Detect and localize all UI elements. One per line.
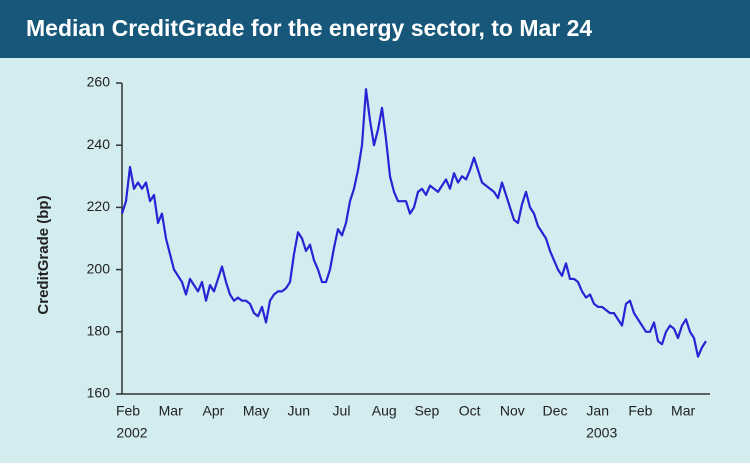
y-tick-label: 260	[87, 74, 111, 90]
x-tick-label: Jul	[333, 403, 351, 419]
x-tick-label: Apr	[203, 403, 225, 419]
x-year-label: 2002	[116, 425, 147, 441]
chart-title: Median CreditGrade for the energy sector…	[26, 15, 592, 41]
y-tick-label: 220	[87, 198, 111, 214]
y-tick-label: 240	[87, 136, 111, 152]
x-tick-label: Mar	[671, 403, 695, 419]
data-line	[120, 88, 707, 358]
x-tick-label: Mar	[159, 403, 183, 419]
x-tick-label: Oct	[459, 403, 481, 419]
x-tick-label: Jun	[288, 403, 311, 419]
x-tick-label: May	[243, 403, 269, 419]
x-tick-label: Dec	[543, 403, 568, 419]
x-tick-label: Jan	[586, 403, 609, 419]
x-tick-label: Feb	[116, 403, 140, 419]
y-tick-label: 160	[87, 385, 111, 401]
y-tick-label: 200	[87, 260, 111, 276]
x-year-label: 2003	[586, 425, 617, 441]
y-tick-label: 180	[87, 323, 111, 339]
title-banner	[0, 0, 750, 58]
x-tick-label: Sep	[414, 403, 439, 419]
x-tick-label: Nov	[500, 403, 525, 419]
x-tick-label: Feb	[628, 403, 652, 419]
x-tick-label: Aug	[372, 403, 397, 419]
y-axis-label: CreditGrade (bp)	[35, 195, 52, 314]
